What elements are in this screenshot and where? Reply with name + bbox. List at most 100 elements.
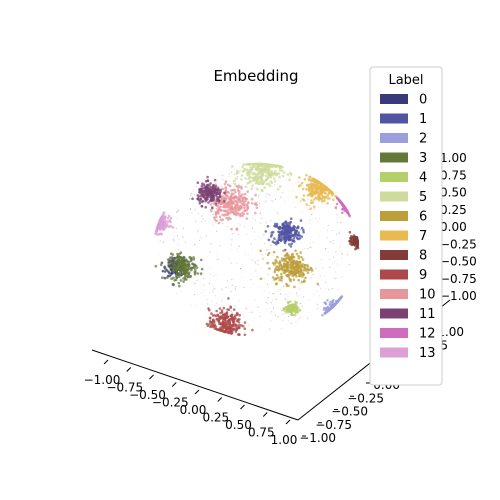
legend-swatch-12: [380, 328, 408, 338]
z-axis-tick-label: 0.75: [440, 168, 467, 182]
scatter-point: [285, 312, 287, 315]
x-axis-tick-mark: [126, 367, 132, 372]
scatter-point: [189, 198, 191, 200]
scatter-point-label-6: [277, 276, 280, 279]
scatter-point: [328, 289, 330, 291]
scatter-point: [189, 208, 192, 210]
scatter-point: [335, 251, 337, 253]
scatter-point-label-6: [294, 262, 298, 266]
scatter-point: [289, 292, 291, 294]
scatter-point: [289, 175, 291, 177]
scatter-point: [201, 215, 203, 217]
scatter-point-label-6: [275, 282, 279, 285]
scatter-point-label-6: [259, 277, 263, 281]
scatter-point-label-7: [316, 180, 319, 183]
scatter-point: [231, 312, 233, 314]
scatter-point-label-6: [275, 273, 279, 277]
scatter-point: [221, 185, 223, 187]
scatter-point: [278, 290, 280, 292]
scatter-point: [228, 175, 230, 177]
scatter-point-label-3: [183, 272, 187, 276]
scatter-point-label-9: [210, 312, 213, 315]
scatter-point-label-1: [302, 228, 305, 232]
scatter-point-label-9: [214, 314, 218, 318]
scatter-point-label-10: [215, 212, 218, 215]
scatter-point: [270, 320, 272, 322]
scatter-point-label-11: [214, 202, 218, 206]
scatter-point: [257, 196, 259, 199]
scatter-point-label-7: [308, 178, 311, 182]
scatter-point-label-11: [209, 182, 212, 185]
scatter-point-label-10: [225, 216, 228, 220]
scatter-point: [178, 238, 180, 240]
scatter-point-label-5: [264, 174, 268, 178]
scatter-point-label-5: [253, 165, 257, 168]
scatter-point-label-11: [214, 185, 218, 188]
scatter-point-label-10: [230, 206, 234, 210]
scatter-point: [231, 310, 233, 312]
scatter-point-label-5: [246, 173, 249, 177]
scatter-point: [340, 221, 342, 224]
scatter-point: [281, 328, 283, 330]
scatter-point-label-11: [212, 183, 215, 187]
y-axis-tick-label: −1.00: [299, 431, 336, 445]
z-axis-tick-label: 0.25: [440, 203, 467, 217]
scatter-point-label-5: [248, 180, 252, 183]
scatter-point: [309, 246, 311, 248]
scatter-point-label-6: [274, 261, 277, 265]
scatter-point: [332, 239, 334, 241]
scatter-point-label-1: [289, 245, 293, 248]
scatter-point-label-5: [235, 177, 238, 181]
scatter-point-label-10: [226, 213, 229, 216]
scatter-point: [232, 233, 234, 235]
scatter-point-label-6: [285, 284, 289, 287]
scatter-point-label-1: [286, 223, 289, 227]
scatter-point-label-11: [223, 199, 226, 203]
scatter-point-label-7: [326, 194, 329, 198]
scatter-point-label-6: [300, 255, 303, 259]
scatter-point-label-13: [159, 218, 163, 222]
scatter-point-label-10: [224, 186, 227, 189]
scatter-point-label-7: [312, 191, 315, 195]
scatter-point: [246, 308, 248, 310]
scatter-point-label-10: [245, 209, 248, 212]
scatter-point-label-11: [211, 188, 215, 191]
scatter-point-label-5: [261, 180, 265, 184]
scatter-point: [254, 262, 257, 264]
scatter-point-label-12: [338, 199, 341, 202]
scatter-point-label-5: [272, 177, 276, 180]
scatter-point: [167, 267, 169, 269]
scatter-point-label-5: [269, 176, 273, 179]
scatter-point-label-10: [221, 213, 224, 217]
scatter-point-label-6: [291, 252, 295, 256]
scatter-point-label-13: [171, 226, 175, 229]
scatter-point-label-3: [171, 257, 174, 261]
scatter-point-label-2: [323, 312, 327, 315]
scatter-point: [318, 234, 320, 236]
scatter-point: [275, 258, 277, 260]
scatter-point-label-6: [296, 270, 300, 274]
scatter-point: [341, 253, 343, 255]
scatter-point: [270, 302, 272, 304]
scatter-point-label-6: [274, 277, 278, 281]
scatter-point-label-5: [276, 188, 280, 191]
scatter-point-label-3: [173, 263, 177, 267]
scatter-point-label-6: [275, 265, 279, 268]
scatter-point: [228, 287, 230, 289]
scatter-point: [235, 217, 237, 219]
scatter-point-label-7: [315, 185, 319, 189]
scatter-point: [267, 283, 269, 286]
scatter-point: [212, 289, 214, 291]
z-axis-tick-label: −0.50: [440, 255, 477, 269]
scatter-point: [296, 295, 298, 297]
scatter-point-label-7: [323, 188, 327, 191]
scatter-point-label-3: [175, 270, 178, 273]
scatter-point-label-1: [296, 237, 299, 240]
scatter-point: [294, 206, 296, 209]
scatter-point: [194, 209, 196, 211]
scatter-point: [231, 248, 233, 250]
scatter-point: [215, 273, 217, 275]
scatter-point-label-10: [243, 192, 247, 196]
scatter-point-label-11: [204, 206, 207, 209]
